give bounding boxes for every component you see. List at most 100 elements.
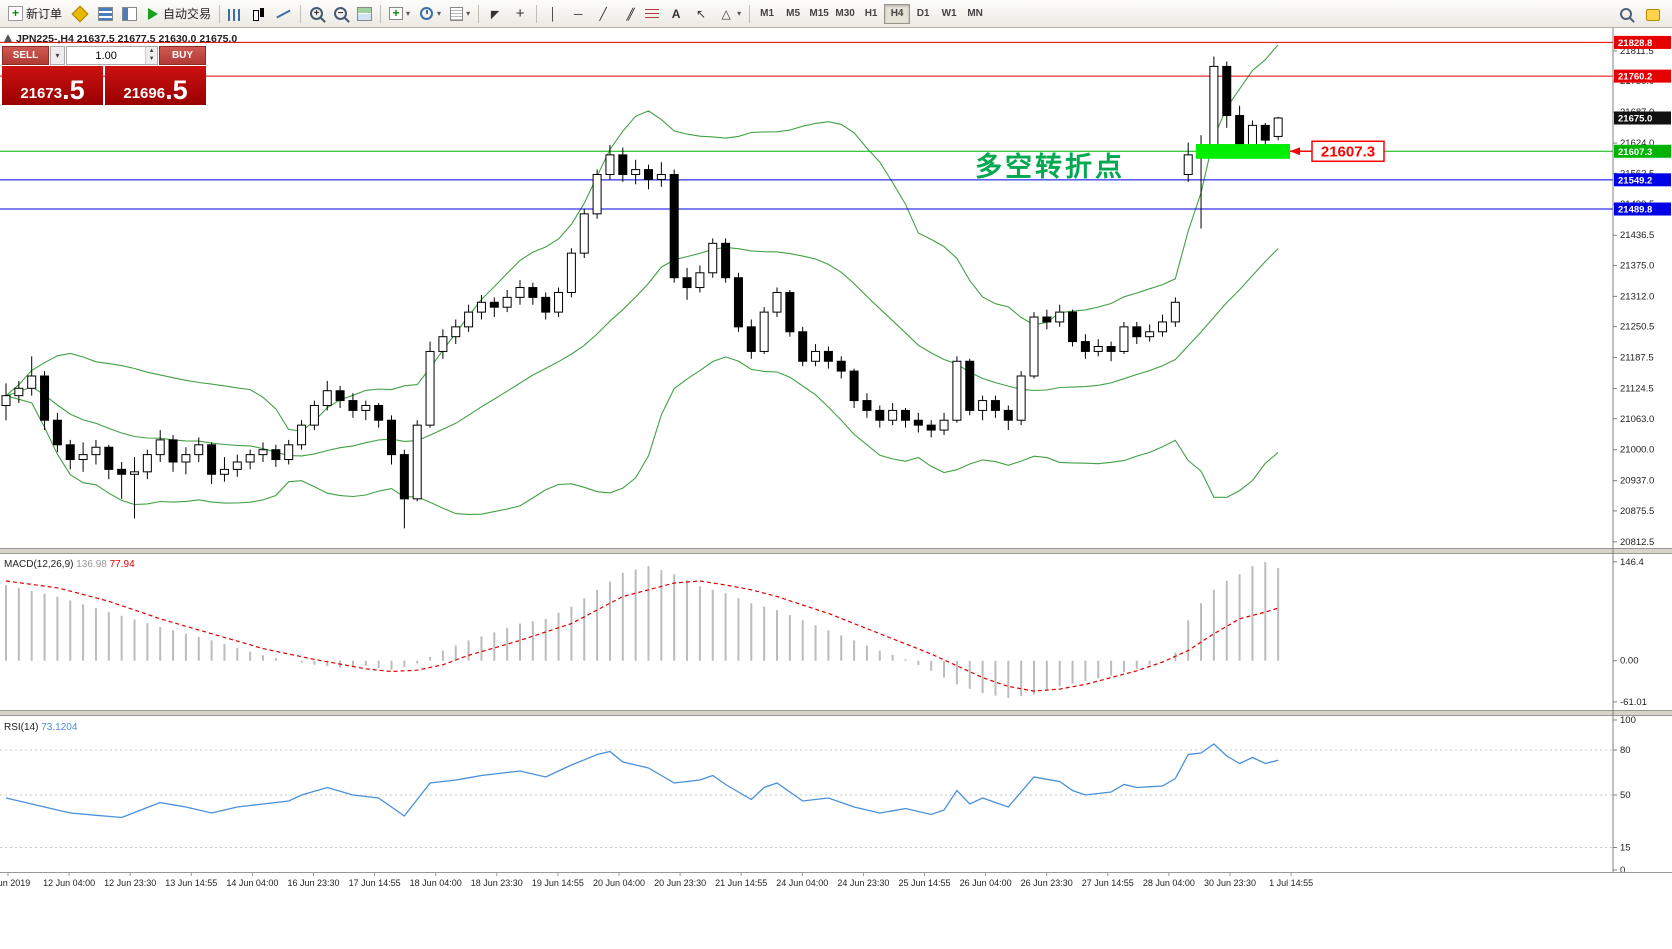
svg-text:MACD(12,26,9) 136.98 77.94: MACD(12,26,9) 136.98 77.94 <box>4 559 135 570</box>
price-badge <box>1614 202 1671 216</box>
clock-icon <box>420 7 434 20</box>
time-axis-label: 14 Jun 04:00 <box>226 878 278 888</box>
tile-icon <box>357 6 373 21</box>
new-chart-button[interactable]: ▾ <box>385 2 414 26</box>
time-axis-label: 30 Jun 23:30 <box>1204 878 1256 888</box>
time-axis-label: 27 Jun 14:55 <box>1082 878 1134 888</box>
toolbar-right <box>1614 2 1668 26</box>
price-badge <box>1614 69 1671 83</box>
rsi-pane: RSI(14) 73.1204 100 80 50 15 0 <box>0 715 1636 876</box>
svg-text:21124.5: 21124.5 <box>1620 384 1654 395</box>
svg-text:21811.5: 21811.5 <box>1620 46 1654 57</box>
svg-text:21187.5: 21187.5 <box>1620 353 1654 364</box>
time-axis-label: 18 Jun 23:30 <box>471 878 523 888</box>
svg-text:21489.8: 21489.8 <box>1618 205 1652 216</box>
buy-price-tile[interactable]: 21696 .5 <box>105 66 206 105</box>
timeframe-button-m1[interactable]: M1 <box>754 4 780 24</box>
timeframe-button-d1[interactable]: D1 <box>910 4 936 24</box>
timeframe-button-mn[interactable]: MN <box>962 4 988 24</box>
tile-windows-button[interactable] <box>353 2 376 26</box>
price-badge <box>1614 173 1671 187</box>
candlestick-chart-button[interactable] <box>247 2 271 26</box>
svg-text:21675.0: 21675.0 <box>1618 114 1652 125</box>
time-axis-label: 13 Jun 14:55 <box>165 878 217 888</box>
chart-shift-icon[interactable] <box>67 2 93 26</box>
new-order-button[interactable]: 新订单 <box>4 2 66 26</box>
chat-button[interactable] <box>1642 2 1664 26</box>
timeframe-button-m15[interactable]: M15 <box>806 4 832 24</box>
buy-button[interactable]: BUY <box>159 46 206 65</box>
chart-header: JPN225-,H4 21637.5 21677.5 21630.0 21675… <box>4 33 237 45</box>
svg-text:21549.2: 21549.2 <box>1618 175 1652 186</box>
candles-icon <box>251 6 267 22</box>
crosshair-button[interactable] <box>508 2 532 26</box>
trade-panel-price-row: 21673 .5 21696 .5 <box>2 66 206 105</box>
arrow-tools-button[interactable] <box>689 2 713 26</box>
textA-icon <box>668 6 684 22</box>
shapes-icon <box>718 6 734 22</box>
vline-icon <box>545 6 561 22</box>
svg-text:21375.0: 21375.0 <box>1620 260 1654 271</box>
time-axis-label: 12 Jun 23:30 <box>104 878 156 888</box>
cursor-icon <box>487 6 503 22</box>
volume-input[interactable] <box>67 47 146 64</box>
templates-button[interactable]: ▾ <box>446 2 474 26</box>
search-button[interactable] <box>1614 2 1638 26</box>
toolbar-separator <box>300 4 302 23</box>
line-chart-button[interactable] <box>272 2 296 26</box>
data-window-button[interactable] <box>118 2 141 26</box>
market-watch-button[interactable] <box>94 2 117 26</box>
sell-price-tile[interactable]: 21673 .5 <box>2 66 103 105</box>
svg-text:21760.2: 21760.2 <box>1618 72 1652 83</box>
profiles-button[interactable]: ▾ <box>415 2 445 26</box>
sell-button[interactable]: SELL <box>2 46 49 65</box>
timeframe-button-h1[interactable]: H1 <box>858 4 884 24</box>
svg-text:20875.5: 20875.5 <box>1620 506 1654 517</box>
dropdown-caret-icon: ▾ <box>466 9 471 18</box>
time-axis-label: 20 Jun 04:00 <box>593 878 645 888</box>
timeframe-button-w1[interactable]: W1 <box>936 4 962 24</box>
time-axis-label: 19 Jun 14:55 <box>532 878 584 888</box>
dropdown-caret-icon: ▾ <box>737 9 742 18</box>
dropdown-caret-icon: ▾ <box>406 9 411 18</box>
volume-down-button[interactable]: ▼ <box>146 55 157 64</box>
svg-text:RSI(14) 73.1204: RSI(14) 73.1204 <box>4 722 78 733</box>
timeframe-button-m30[interactable]: M30 <box>832 4 858 24</box>
volume-up-button[interactable]: ▲ <box>146 47 157 56</box>
zoom-out-button[interactable] <box>329 2 352 26</box>
svg-text:21312.0: 21312.0 <box>1620 291 1654 302</box>
svg-text:0.00: 0.00 <box>1620 656 1639 667</box>
buy-price-frac: .5 <box>165 75 188 106</box>
annotations-layer: 21607.3 多空转折点 <box>975 140 1385 182</box>
bar-chart-button[interactable] <box>224 2 246 26</box>
fibo-icon <box>645 8 660 21</box>
vertical-line-button[interactable] <box>541 2 565 26</box>
sell-price-frac: .5 <box>62 75 85 106</box>
time-axis-label: 1 Jun 2019 <box>0 878 30 888</box>
price-chart[interactable]: 21607.3 多空转折点 MACD(12,26,9) 136.98 77.94 14… <box>0 28 1672 949</box>
chart-area: 21607.3 多空转折点 MACD(12,26,9) 136.98 77.94 14… <box>0 28 1672 949</box>
trade-panel-top-row: SELL ▾ ▲ ▼ BUY <box>2 46 206 65</box>
new-order-button-label: 新订单 <box>26 7 63 21</box>
cursor-button[interactable] <box>483 2 507 26</box>
price-badge <box>1614 111 1671 125</box>
volume-options-dropdown[interactable]: ▾ <box>50 46 65 65</box>
crosshair-icon <box>512 6 528 22</box>
price-badge <box>1614 144 1671 158</box>
horizontal-line-button[interactable] <box>566 2 590 26</box>
toolbar-separator <box>219 4 221 23</box>
channel-button[interactable] <box>616 2 640 26</box>
timeframe-button-h4[interactable]: H4 <box>884 3 911 24</box>
autotrading-button[interactable]: 自动交易 <box>142 2 215 26</box>
shapes-button[interactable]: ▾ <box>714 2 745 26</box>
fibonacci-button[interactable] <box>641 2 663 26</box>
text-button[interactable] <box>664 2 688 26</box>
linechart-icon <box>276 6 292 22</box>
timeframe-button-m5[interactable]: M5 <box>780 4 806 24</box>
toolbar-separator <box>536 4 538 23</box>
marketwatch-icon <box>98 6 114 21</box>
arrow-icon <box>693 6 709 22</box>
trendline-button[interactable] <box>591 2 615 26</box>
zoom-in-button[interactable] <box>305 2 328 26</box>
